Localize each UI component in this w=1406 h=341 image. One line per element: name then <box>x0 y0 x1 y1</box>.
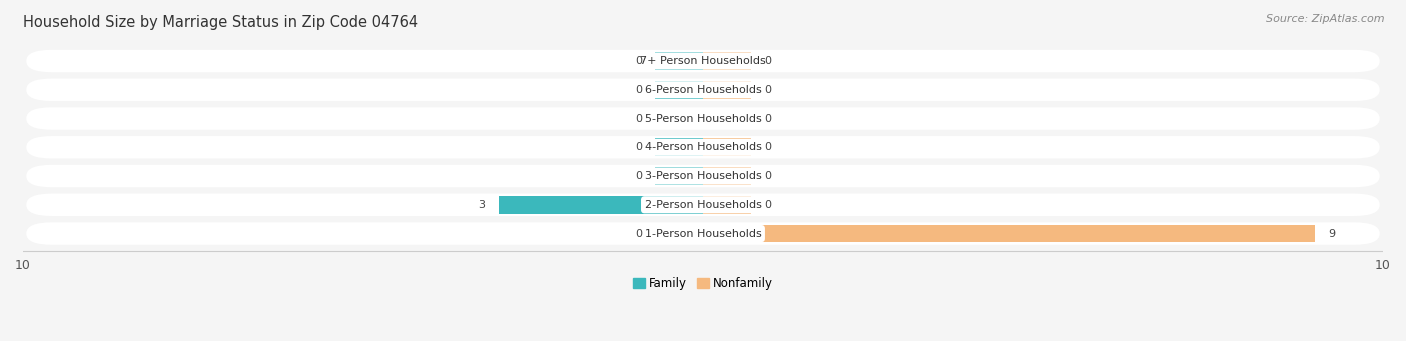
Legend: Family, Nonfamily: Family, Nonfamily <box>628 272 778 295</box>
FancyBboxPatch shape <box>27 78 1379 101</box>
Text: Household Size by Marriage Status in Zip Code 04764: Household Size by Marriage Status in Zip… <box>22 15 418 30</box>
FancyBboxPatch shape <box>27 136 1379 159</box>
Text: 0: 0 <box>634 142 641 152</box>
Text: Source: ZipAtlas.com: Source: ZipAtlas.com <box>1267 14 1385 24</box>
Bar <box>655 225 703 242</box>
Text: 0: 0 <box>765 56 772 66</box>
Bar <box>655 81 703 99</box>
Text: 4-Person Households: 4-Person Households <box>644 142 762 152</box>
FancyBboxPatch shape <box>27 107 1379 130</box>
Text: 6-Person Households: 6-Person Households <box>644 85 762 95</box>
Bar <box>703 196 751 214</box>
Bar <box>703 138 751 156</box>
Bar <box>655 138 703 156</box>
Bar <box>703 81 751 99</box>
Text: 0: 0 <box>634 85 641 95</box>
Text: 3: 3 <box>478 200 485 210</box>
Bar <box>655 52 703 70</box>
Bar <box>703 109 751 128</box>
Text: 0: 0 <box>634 56 641 66</box>
Text: 0: 0 <box>634 228 641 239</box>
FancyBboxPatch shape <box>27 165 1379 187</box>
Text: 9: 9 <box>1329 228 1336 239</box>
Bar <box>655 167 703 185</box>
Text: 2-Person Households: 2-Person Households <box>644 200 762 210</box>
Text: 0: 0 <box>765 200 772 210</box>
Bar <box>703 167 751 185</box>
Text: 0: 0 <box>765 142 772 152</box>
Text: 0: 0 <box>765 114 772 123</box>
Text: 0: 0 <box>634 114 641 123</box>
Bar <box>655 109 703 128</box>
Text: 1-Person Households: 1-Person Households <box>644 228 762 239</box>
Text: 3-Person Households: 3-Person Households <box>644 171 762 181</box>
Text: 0: 0 <box>765 171 772 181</box>
Bar <box>703 225 1315 242</box>
FancyBboxPatch shape <box>27 222 1379 245</box>
FancyBboxPatch shape <box>27 194 1379 216</box>
Text: 0: 0 <box>765 85 772 95</box>
Text: 5-Person Households: 5-Person Households <box>644 114 762 123</box>
FancyBboxPatch shape <box>27 50 1379 72</box>
Bar <box>703 52 751 70</box>
Bar <box>499 196 703 214</box>
Text: 7+ Person Households: 7+ Person Households <box>640 56 766 66</box>
Text: 0: 0 <box>634 171 641 181</box>
